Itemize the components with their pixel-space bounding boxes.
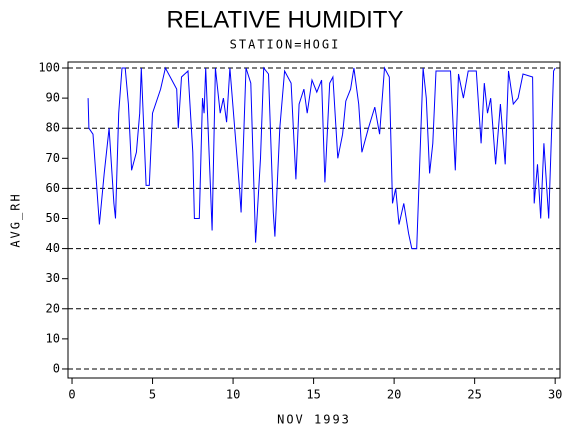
chart-title: RELATIVE HUMIDITY	[167, 6, 404, 33]
data-line	[87, 66, 556, 250]
x-tick-label: 30	[548, 388, 562, 402]
y-tick-label: 90	[46, 91, 60, 105]
x-tick-label: 15	[306, 388, 320, 402]
x-tick-label: 25	[467, 388, 481, 402]
y-tick-label: 60	[46, 181, 60, 195]
y-tick-label: 100	[38, 61, 60, 75]
y-tick-label: 70	[46, 151, 60, 165]
x-tick-label: 0	[68, 388, 75, 402]
y-tick-label: 40	[46, 241, 60, 255]
y-axis-label: AVG_RH	[9, 192, 23, 247]
y-tick-label: 20	[46, 301, 60, 315]
x-axis-label: NOV 1993	[277, 413, 351, 427]
y-tick-label: 50	[46, 211, 60, 225]
y-tick-label: 10	[46, 331, 60, 345]
x-tick-label: 20	[387, 388, 401, 402]
x-tick-label: 5	[149, 388, 156, 402]
y-tick-label: 80	[46, 121, 60, 135]
y-tick-label: 0	[53, 361, 60, 375]
x-tick-label: 10	[226, 388, 240, 402]
plot-frame	[67, 61, 561, 379]
chart-subtitle: STATION=HOGI	[230, 38, 341, 52]
y-tick-label: 30	[46, 271, 60, 285]
